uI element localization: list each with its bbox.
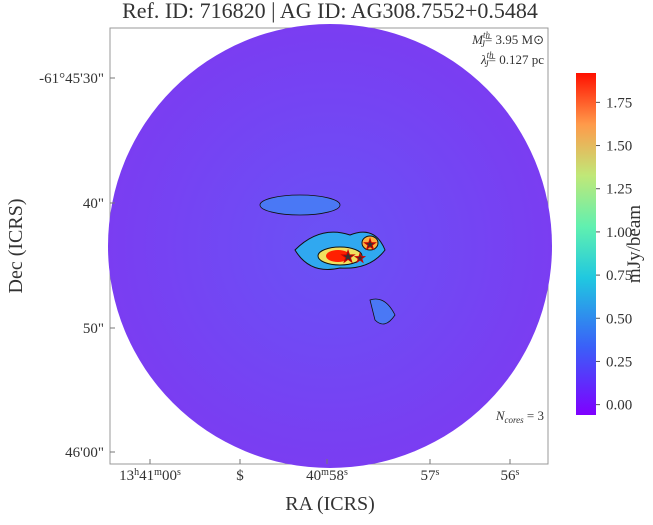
x-tick-label: 56s: [501, 467, 520, 484]
x-axis-label: RA (ICRS): [285, 493, 374, 515]
image: ★ ★ ★: [108, 24, 552, 468]
tick-part: 57: [421, 468, 437, 484]
anno-sub: cores: [504, 415, 524, 425]
colorbar-tick-label: 0.25: [606, 354, 632, 370]
colorbar-tick-label: 0.50: [606, 311, 632, 327]
tick-part: 40: [306, 468, 321, 484]
anno-sup: th: [487, 50, 495, 60]
y-tick-label: 46'00": [65, 445, 104, 461]
svg-text:★: ★: [355, 251, 366, 265]
x-tick-label: 13h41m00s: [119, 467, 181, 484]
x-tick-label: 57s: [421, 467, 440, 484]
colorbar-tick-label: 1.25: [606, 182, 632, 198]
title: Ref. ID: 716820 | AG ID: AG308.7552+0.54…: [122, 0, 538, 23]
y-tick-label: 50": [83, 321, 104, 337]
anno-sup: th: [483, 30, 491, 40]
tick-part: 13: [119, 468, 134, 484]
svg-text:★: ★: [341, 249, 355, 266]
tick-sup: s: [344, 467, 348, 478]
anno-sub: J: [481, 39, 486, 49]
colorbar-tick-label: 0.75: [606, 268, 632, 284]
y-axis-label: Dec (ICRS): [5, 199, 27, 294]
tick-sup: h: [134, 467, 139, 478]
colorbar-tick-label: 1.00: [606, 225, 632, 241]
colorbar-tick-label: 1.50: [606, 139, 632, 155]
annotation: Mth J= 3.95 M⊙: [471, 30, 544, 49]
tick-sup: s: [436, 467, 440, 478]
anno-text: = 0.127 pc: [489, 52, 545, 67]
tick-sup: s: [177, 467, 181, 478]
tick-part: 56: [501, 468, 517, 484]
colorbar-label: mJy/beam: [624, 205, 645, 283]
anno-symbol: λ: [480, 52, 487, 67]
colorbar-tick-label: 0.00: [606, 398, 632, 414]
tick-sup: s: [516, 467, 520, 478]
anno-unit: ⊙: [533, 32, 544, 47]
tick-part: 00: [162, 468, 177, 484]
tick-sup: m: [321, 467, 329, 478]
annotation: Ncores = 3: [495, 408, 544, 425]
anno-symbol: M: [471, 32, 484, 47]
tick-part: $: [236, 468, 244, 484]
colorbar-tick-label: 1.75: [606, 95, 632, 111]
anno-symbol: N: [495, 408, 506, 423]
y-tick-label: 40": [83, 196, 104, 212]
x-tick-label: 40m58s: [306, 467, 348, 484]
x-tick-label: $: [236, 468, 244, 484]
y-tick-label: -61°45'30": [39, 71, 104, 87]
tick-part: 58: [329, 468, 344, 484]
tick-part: 41: [139, 468, 154, 484]
svg-text:★: ★: [364, 238, 377, 253]
colorbar: [576, 73, 596, 415]
annotation: λth J= 0.127 pc: [480, 50, 544, 69]
tick-sup: m: [154, 467, 162, 478]
anno-text: = 3: [524, 408, 544, 423]
anno-text: = 3.95 M: [485, 32, 534, 47]
anno-sub: J: [485, 59, 490, 69]
